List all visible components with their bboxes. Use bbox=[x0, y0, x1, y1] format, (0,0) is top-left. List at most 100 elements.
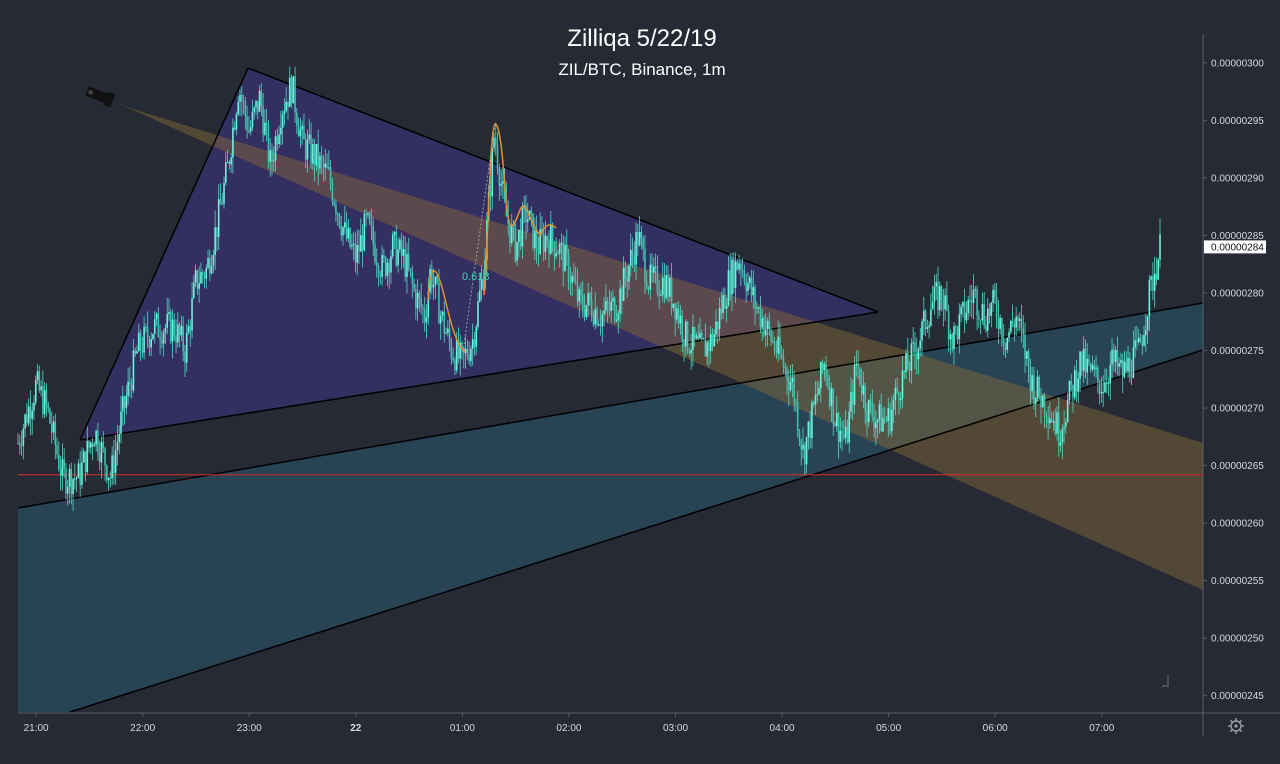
candle-body bbox=[1084, 348, 1087, 373]
candle-body bbox=[645, 281, 648, 289]
candle-body bbox=[850, 392, 852, 412]
candle-body bbox=[921, 321, 923, 341]
candle-body bbox=[1052, 421, 1055, 423]
candle-body bbox=[615, 320, 618, 322]
candle-body bbox=[413, 283, 415, 290]
candle-body bbox=[368, 213, 371, 223]
candle-body bbox=[812, 402, 815, 405]
candle-body bbox=[1159, 234, 1161, 260]
candle-body bbox=[637, 231, 639, 246]
candle-body bbox=[621, 288, 623, 302]
candle-body bbox=[210, 265, 213, 274]
candle-body bbox=[201, 272, 204, 276]
candle-body bbox=[846, 426, 849, 443]
y-tick-label: 0.00000290 bbox=[1211, 173, 1264, 184]
candle-body bbox=[68, 468, 71, 487]
y-axis[interactable]: 0.00000300 0.00000295 0.00000290 0.00000285… bbox=[1203, 58, 1264, 702]
candle-body bbox=[439, 315, 442, 324]
candle-body bbox=[885, 419, 888, 422]
candle-body bbox=[256, 101, 259, 112]
candle-body bbox=[393, 232, 396, 235]
candle-body bbox=[1049, 418, 1051, 424]
candle-body bbox=[807, 421, 810, 438]
candle-body bbox=[1111, 349, 1113, 365]
chart-subtitle: ZIL/BTC, Binance, 1m bbox=[558, 60, 725, 79]
candle-body bbox=[802, 444, 804, 450]
watermark-icon bbox=[1162, 675, 1169, 687]
candle-body bbox=[308, 134, 311, 140]
candle-body bbox=[864, 385, 866, 411]
candle-body bbox=[269, 150, 272, 162]
candle-body bbox=[882, 418, 884, 432]
candle-body bbox=[988, 308, 991, 316]
candle-body bbox=[821, 361, 824, 371]
candle-body bbox=[724, 295, 726, 309]
candle-body bbox=[1017, 316, 1019, 321]
candle-body bbox=[873, 416, 875, 429]
candle-body bbox=[1018, 318, 1021, 321]
candle-body bbox=[447, 328, 449, 333]
candle-body bbox=[629, 250, 632, 266]
candle-body bbox=[47, 403, 49, 409]
candle-body bbox=[221, 203, 224, 205]
candle-body bbox=[1006, 337, 1009, 350]
candle-body bbox=[407, 253, 410, 269]
candle-body bbox=[750, 277, 753, 296]
candle-body bbox=[1102, 392, 1104, 394]
candle-body bbox=[146, 326, 149, 339]
candle-body bbox=[1107, 383, 1110, 385]
candle-body bbox=[1010, 320, 1012, 333]
candle-body bbox=[104, 448, 106, 466]
candle-body bbox=[594, 309, 597, 325]
candle-body bbox=[390, 256, 392, 273]
candle-body bbox=[562, 243, 565, 272]
candle-body bbox=[1008, 332, 1010, 338]
candle-body bbox=[727, 270, 730, 306]
candle-body bbox=[912, 342, 914, 344]
candle-body bbox=[198, 283, 200, 289]
candle-body bbox=[473, 339, 476, 347]
candle-body bbox=[1070, 380, 1073, 385]
candle-body bbox=[716, 321, 719, 330]
candle-body bbox=[455, 339, 458, 371]
candle-body bbox=[866, 410, 868, 423]
candle-body bbox=[770, 329, 772, 342]
x-axis[interactable]: 21:00 22:00 23:00 22 01:00 02:00 03:00 04:00 05:… bbox=[24, 713, 1115, 734]
candle-body bbox=[88, 441, 90, 448]
candle-body bbox=[91, 442, 94, 447]
candle-body bbox=[82, 451, 85, 463]
candle-body bbox=[18, 442, 21, 446]
triangle-top-edge bbox=[247, 67, 879, 313]
x-tick-label: 01:00 bbox=[450, 723, 475, 734]
candle-body bbox=[715, 321, 717, 335]
settings-gear-icon[interactable] bbox=[1228, 718, 1244, 734]
candle-body bbox=[587, 293, 589, 306]
candle-body bbox=[599, 324, 602, 327]
candle-body bbox=[596, 309, 598, 326]
candle-body bbox=[1155, 273, 1158, 280]
candle-body bbox=[752, 287, 755, 296]
y-tick-label: 0.00000295 bbox=[1211, 116, 1264, 127]
candle-body bbox=[963, 301, 966, 321]
candle-body bbox=[193, 282, 195, 298]
candle-body bbox=[679, 315, 682, 324]
candle-body bbox=[1081, 351, 1083, 371]
candle-body bbox=[379, 275, 382, 277]
candle-body bbox=[306, 139, 309, 160]
candle-body bbox=[130, 384, 133, 391]
candle-body bbox=[651, 264, 653, 273]
candle-body bbox=[267, 124, 270, 162]
triangle-left-edge bbox=[79, 67, 249, 441]
candle-body bbox=[1105, 382, 1108, 385]
candle-body bbox=[29, 406, 32, 419]
candle-body bbox=[720, 308, 723, 314]
candle-body bbox=[296, 112, 298, 126]
candle-body bbox=[827, 377, 829, 386]
candle-body bbox=[1097, 367, 1099, 381]
candle-body bbox=[310, 134, 312, 164]
candle-body bbox=[772, 341, 774, 343]
candle-body bbox=[624, 267, 627, 278]
candle-body bbox=[828, 385, 831, 406]
candle-body bbox=[478, 290, 481, 302]
